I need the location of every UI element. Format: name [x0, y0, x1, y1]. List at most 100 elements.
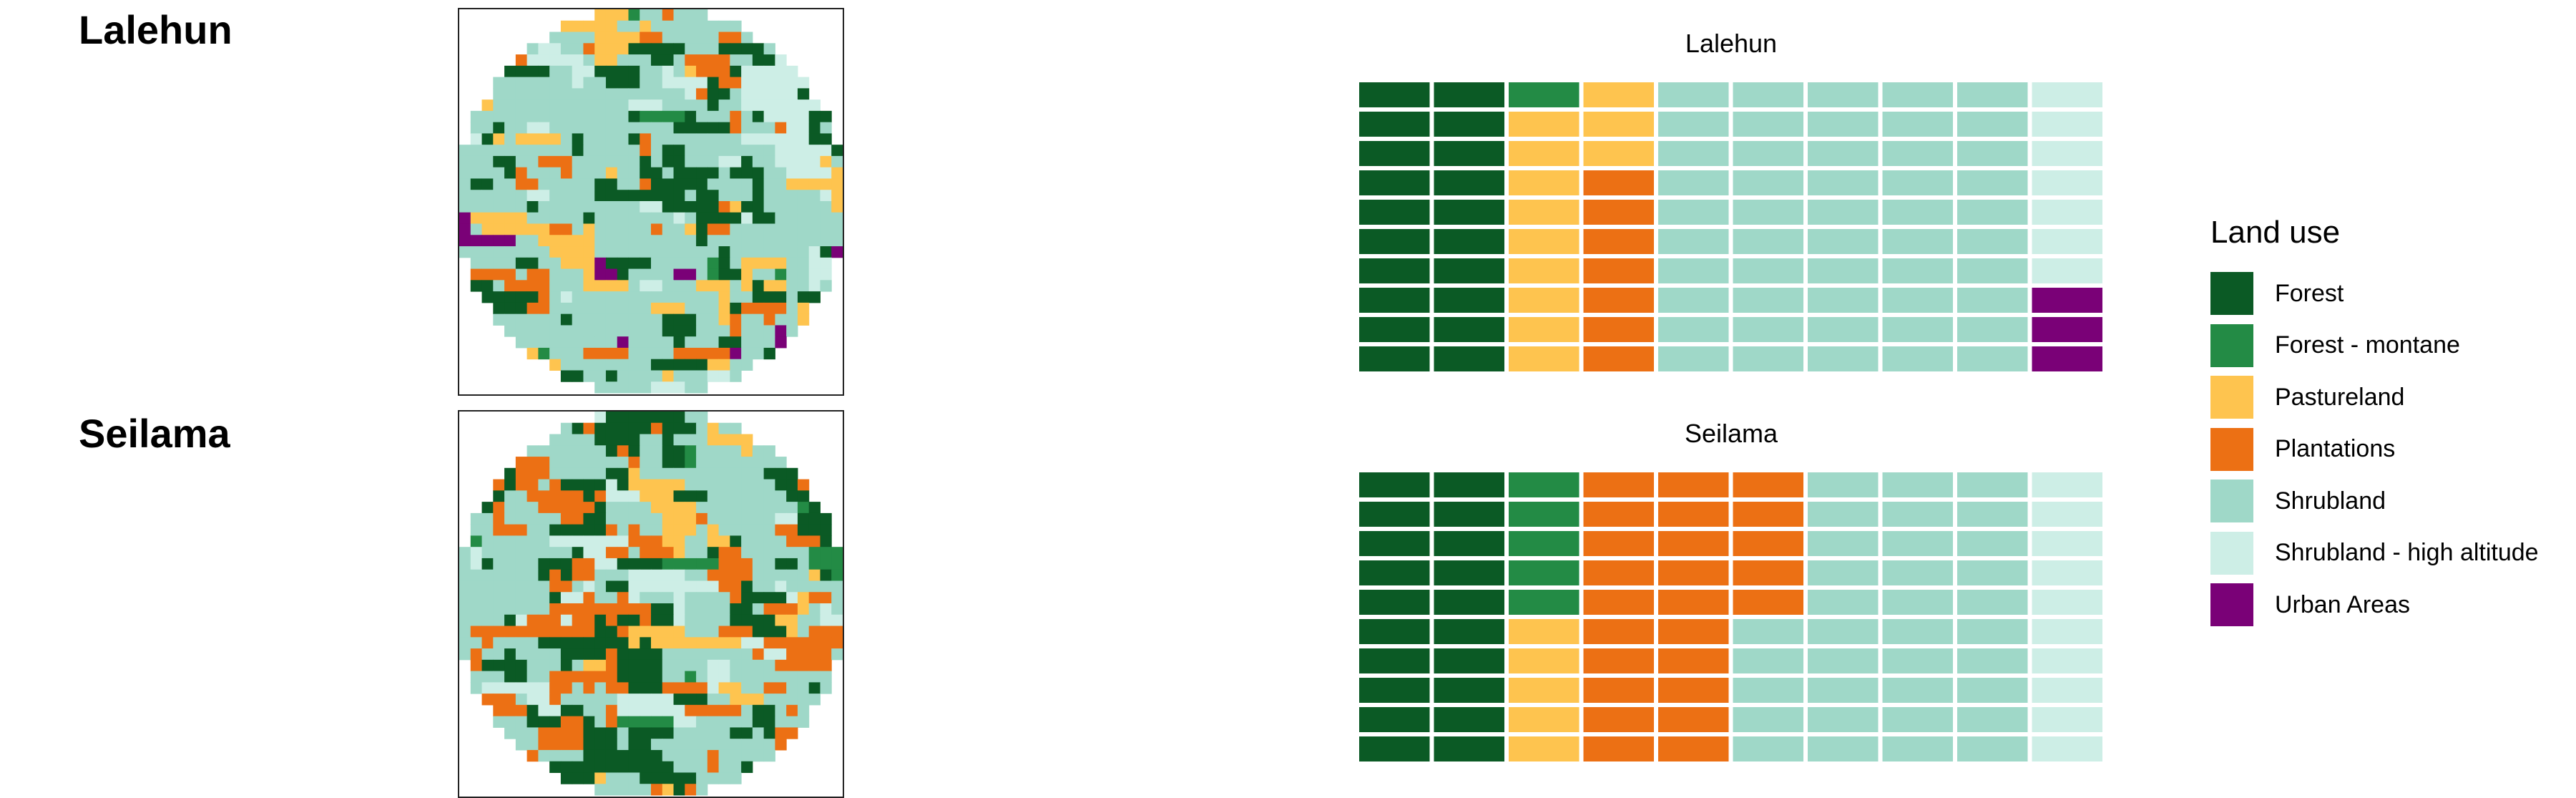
map-cell — [673, 178, 685, 190]
map-cell — [572, 336, 584, 349]
map-cell — [786, 535, 798, 548]
map-cell — [617, 580, 629, 593]
waffle-square — [1882, 200, 1953, 225]
map-cell — [583, 479, 595, 491]
map-cell — [605, 43, 618, 55]
map-cell — [673, 325, 685, 337]
map-cell — [583, 434, 595, 446]
map-cell — [572, 603, 584, 615]
waffle-square — [2032, 112, 2102, 137]
map-cell — [538, 145, 550, 157]
map-cell — [685, 133, 697, 145]
map-cell — [605, 502, 618, 514]
waffle-square — [1434, 560, 1504, 585]
map-cell — [763, 716, 775, 728]
map-cell — [527, 110, 539, 123]
map-cell — [786, 268, 798, 281]
map-cell — [640, 54, 652, 67]
waffle-square — [1658, 317, 1729, 342]
map-cell — [481, 167, 494, 179]
map-cell — [752, 648, 765, 661]
map-cell — [797, 246, 810, 258]
map-cell — [763, 569, 775, 581]
map-cell — [685, 20, 697, 33]
map-cell — [763, 580, 775, 593]
map-cell — [673, 648, 685, 661]
map-cell — [493, 133, 505, 145]
map-cell — [640, 580, 652, 593]
map-cell — [504, 603, 516, 615]
map-cell — [752, 580, 765, 593]
map-cell — [504, 614, 516, 627]
map-cell — [583, 512, 595, 525]
map-cell — [515, 325, 528, 337]
map-cell — [504, 155, 516, 168]
map-cell — [515, 569, 528, 581]
map-cell — [786, 648, 798, 661]
map-cell — [651, 212, 663, 225]
map-cell — [493, 704, 505, 717]
waffle-square — [1882, 141, 1953, 166]
map-cell — [470, 145, 483, 157]
map-cell — [527, 77, 539, 89]
waffle-square — [1957, 229, 2028, 254]
map-cell — [605, 145, 618, 157]
map-cell — [640, 512, 652, 525]
map-cell — [662, 445, 675, 457]
waffle-square — [1583, 170, 1654, 195]
map-cell — [741, 31, 753, 44]
waffle-square — [1957, 472, 2028, 497]
map-cell — [515, 547, 528, 559]
map-cell — [617, 502, 629, 514]
map-cell — [617, 20, 629, 33]
map-cell — [820, 133, 832, 145]
map-cell — [594, 614, 607, 627]
map-cell — [527, 467, 539, 480]
map-cell — [718, 110, 730, 123]
map-cell — [583, 43, 595, 55]
waffle-square — [1583, 678, 1654, 703]
map-cell — [752, 268, 765, 281]
map-cell — [470, 569, 483, 581]
map-cell — [696, 524, 708, 536]
map-cell — [786, 694, 798, 706]
map-cell — [651, 682, 663, 694]
map-cell — [741, 535, 753, 548]
map-cell — [651, 637, 663, 649]
map-cell — [673, 467, 685, 480]
waffle-square — [1808, 170, 1879, 195]
map-cell — [808, 268, 821, 281]
map-cell — [605, 155, 618, 168]
map-cell — [752, 558, 765, 570]
map-cell — [696, 659, 708, 672]
map-cell — [752, 88, 765, 100]
map-cell — [527, 569, 539, 581]
map-cell — [481, 190, 494, 202]
map-cell — [560, 727, 573, 739]
map-panel-seilama — [458, 410, 844, 798]
map-cell — [605, 133, 618, 145]
map-cell — [583, 257, 595, 270]
map-cell — [605, 614, 618, 627]
map-cell — [549, 313, 562, 326]
map-cell — [763, 268, 775, 281]
waffle-square — [1733, 200, 1803, 225]
waffle-square — [1882, 707, 1953, 732]
legend-item-forest-montane: Forest - montane — [2210, 320, 2539, 372]
map-cell — [527, 167, 539, 179]
map-cell — [685, 246, 697, 258]
map-cell — [763, 704, 775, 717]
map-cell — [583, 772, 595, 784]
map-cell — [594, 77, 607, 89]
map-cell — [741, 325, 753, 337]
map-cell — [583, 490, 595, 502]
map-cell — [696, 347, 708, 360]
map-cell — [481, 637, 494, 649]
map-cell — [730, 445, 742, 457]
legend-item-shrubland-high-altitude: Shrubland - high altitude — [2210, 527, 2539, 580]
map-cell — [594, 603, 607, 615]
map-cell — [808, 257, 821, 270]
map-cell — [797, 110, 810, 123]
map-cell — [673, 122, 685, 134]
map-cell — [662, 558, 675, 570]
